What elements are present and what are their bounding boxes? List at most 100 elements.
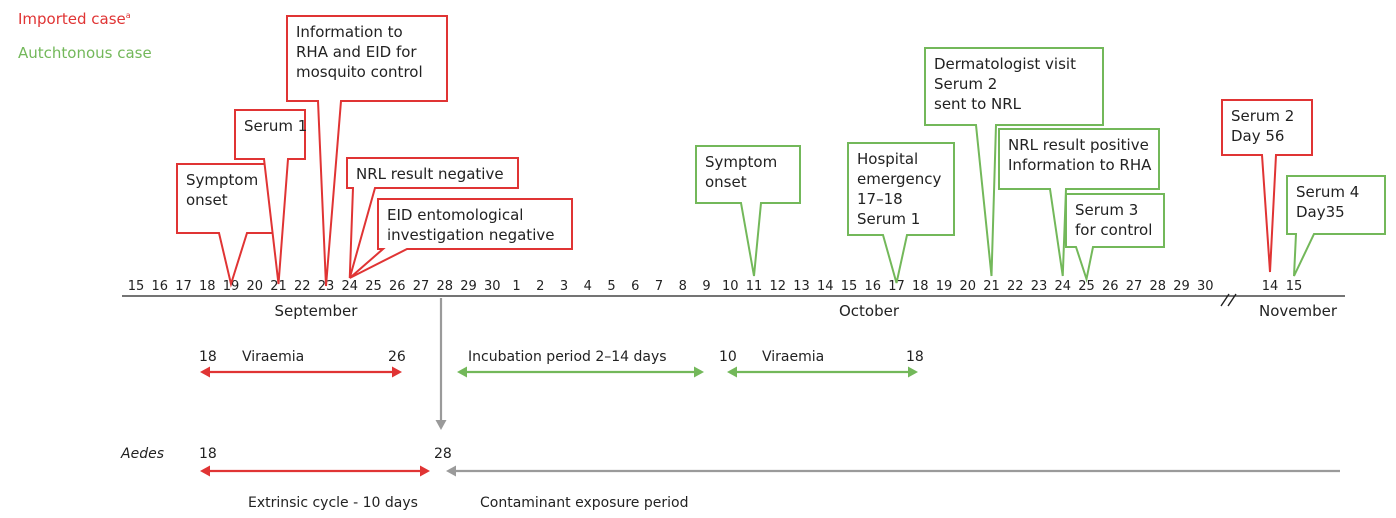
axis-tick-oct-10: 10: [722, 279, 739, 294]
callout-imp-serum-2: [1221, 99, 1313, 273]
axis-tick-oct-15: 15: [841, 279, 858, 294]
aut-viraemia-start-label: 10: [719, 349, 737, 365]
axis-tick-sep-28: 28: [436, 279, 453, 294]
axis-tick-oct-25: 25: [1078, 279, 1095, 294]
exposure-start-head: [435, 420, 447, 430]
axis-tick-sep-30: 30: [484, 279, 501, 294]
callout-text-imp-symptom-onset: Symptom onset: [186, 171, 259, 209]
callout-aut-symptom-onset: [695, 145, 801, 277]
axis-tick-oct-8: 8: [679, 279, 687, 294]
legend-imported: Imported casea: [18, 10, 131, 28]
callout-imp-eid-negative: [349, 198, 573, 279]
callout-aut-nrl-positive: [998, 128, 1160, 277]
axis-tick-nov-15: 15: [1286, 279, 1303, 294]
callout-text-aut-hospital: Hospital emergency 17–18 Serum 1: [857, 150, 942, 228]
arrow-aut-viraemia-head-start: [727, 366, 737, 378]
month-label-september: September: [275, 302, 359, 320]
axis-tick-sep-23: 23: [318, 279, 335, 294]
arrow-extrinsic-cycle-head-end: [420, 465, 430, 477]
axis-tick-nov-14: 14: [1262, 279, 1279, 294]
callout-text-aut-serum-3: Serum 3 for control: [1075, 201, 1153, 239]
callout-text-aut-dermatologist: Dermatologist visit Serum 2 sent to NRL: [934, 55, 1076, 113]
axis-tick-sep-18: 18: [199, 279, 216, 294]
incubation-label: Incubation period 2–14 days: [468, 349, 667, 365]
axis-tick-oct-17: 17: [888, 279, 905, 294]
exposure-head: [446, 465, 456, 477]
axis-tick-oct-9: 9: [702, 279, 710, 294]
legend-autochthonous: Autchtonous case: [18, 44, 152, 62]
axis-tick-sep-17: 17: [175, 279, 192, 294]
axis-tick-oct-16: 16: [864, 279, 881, 294]
arrow-aut-viraemia-head-end: [908, 366, 918, 378]
extrinsic-cycle-label: Extrinsic cycle - 10 days: [248, 495, 418, 511]
axis-tick-sep-15: 15: [128, 279, 145, 294]
axis-tick-oct-13: 13: [793, 279, 810, 294]
callout-text-imp-nrl-negative: NRL result negative: [356, 165, 504, 183]
legend-imported-footnote: a: [125, 11, 131, 20]
axis-tick-oct-27: 27: [1126, 279, 1143, 294]
axis-break-mark-1: [1220, 293, 1230, 307]
axis-tick-sep-20: 20: [246, 279, 263, 294]
callout-text-imp-serum-2: Serum 2 Day 56: [1231, 107, 1295, 145]
callout-text-imp-info-rha: Information to RHA and EID for mosquito …: [296, 23, 423, 81]
arrow-imp-viraemia-head-end: [392, 366, 402, 378]
arrow-extrinsic-cycle-head-start: [200, 465, 210, 477]
axis-tick-oct-21: 21: [983, 279, 1000, 294]
aut-viraemia-label: Viraemia: [762, 349, 824, 365]
axis-tick-oct-2: 2: [536, 279, 544, 294]
imp-viraemia-end-label: 26: [388, 349, 406, 365]
callout-text-imp-eid-negative: EID entomological investigation negative: [387, 206, 555, 244]
axis-tick-oct-20: 20: [959, 279, 976, 294]
axis-tick-oct-14: 14: [817, 279, 834, 294]
axis-tick-oct-24: 24: [1054, 279, 1071, 294]
aedes-start-label: 18: [199, 446, 217, 462]
callout-text-aut-symptom-onset: Symptom onset: [705, 153, 778, 191]
aedes-end-label: 28: [434, 446, 452, 462]
callout-aut-serum-4: [1286, 175, 1386, 277]
callout-text-aut-nrl-positive: NRL result positive Information to RHA: [1008, 136, 1152, 174]
callout-imp-info-rha: [286, 15, 448, 287]
arrow-incubation-head-end: [694, 366, 704, 378]
axis-tick-sep-29: 29: [460, 279, 477, 294]
axis-tick-oct-7: 7: [655, 279, 663, 294]
axis-tick-oct-11: 11: [746, 279, 763, 294]
callout-imp-serum-1: [234, 109, 306, 285]
axis-tick-sep-21: 21: [270, 279, 287, 294]
axis-tick-sep-25: 25: [365, 279, 382, 294]
callout-text-aut-serum-4: Serum 4 Day35: [1296, 183, 1360, 221]
arrow-imp-viraemia-head-start: [200, 366, 210, 378]
legend-imported-text: Imported case: [18, 10, 126, 28]
axis-tick-sep-22: 22: [294, 279, 311, 294]
arrow-incubation-head-start: [457, 366, 467, 378]
axis-tick-oct-19: 19: [936, 279, 953, 294]
axis-tick-oct-18: 18: [912, 279, 929, 294]
imp-viraemia-label: Viraemia: [242, 349, 304, 365]
axis-tick-oct-23: 23: [1031, 279, 1048, 294]
callout-text-imp-serum-1: Serum 1: [244, 117, 308, 135]
axis-tick-oct-5: 5: [607, 279, 615, 294]
axis-tick-oct-29: 29: [1173, 279, 1190, 294]
axis-tick-oct-1: 1: [512, 279, 520, 294]
axis-tick-sep-24: 24: [341, 279, 358, 294]
exposure-label: Contaminant exposure period: [480, 495, 688, 511]
aedes-label: Aedes: [120, 446, 164, 462]
axis-tick-sep-26: 26: [389, 279, 406, 294]
month-label-october: October: [839, 302, 900, 320]
axis-tick-oct-12: 12: [769, 279, 786, 294]
callout-aut-dermatologist: [924, 47, 1104, 277]
callout-aut-serum-3: [1065, 193, 1165, 283]
axis-tick-oct-6: 6: [631, 279, 639, 294]
aut-viraemia-end-label: 18: [906, 349, 924, 365]
axis-tick-oct-28: 28: [1149, 279, 1166, 294]
axis-tick-oct-30: 30: [1197, 279, 1214, 294]
axis-tick-oct-22: 22: [1007, 279, 1024, 294]
axis-tick-oct-26: 26: [1102, 279, 1119, 294]
callout-imp-nrl-negative: [346, 157, 519, 279]
axis-break-mark-2: [1227, 293, 1237, 307]
axis-tick-oct-4: 4: [584, 279, 592, 294]
axis-tick-oct-3: 3: [560, 279, 568, 294]
axis-tick-sep-16: 16: [151, 279, 168, 294]
imp-viraemia-start-label: 18: [199, 349, 217, 365]
